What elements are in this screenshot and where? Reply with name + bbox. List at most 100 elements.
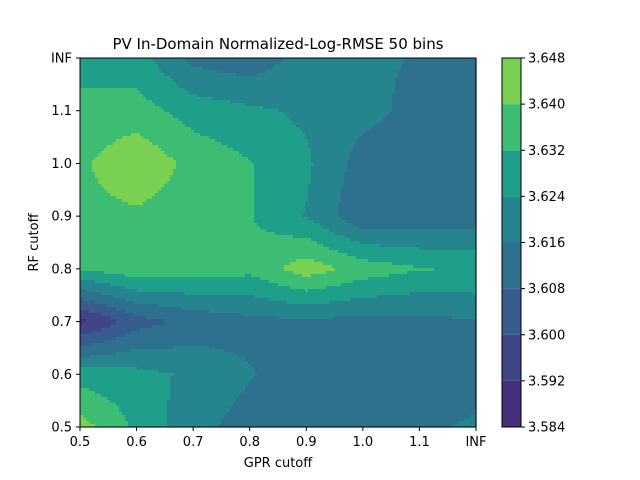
contour-cell (428, 73, 432, 77)
contour-cell (80, 91, 84, 95)
contour-cell (377, 58, 381, 62)
contour-cell (284, 73, 288, 77)
contour-cell (236, 88, 240, 92)
contour-cell (212, 70, 216, 74)
contour-cell (299, 79, 303, 83)
contour-cell (314, 73, 318, 77)
contour-cell (176, 64, 180, 68)
contour-cell (428, 67, 432, 71)
contour-cell (119, 73, 123, 77)
contour-cell (308, 73, 312, 77)
contour-cell (209, 82, 213, 86)
contour-cell (128, 85, 132, 89)
contour-cell (164, 70, 168, 74)
contour-cell (242, 82, 246, 86)
contour-cell (104, 85, 108, 89)
contour-cell (128, 76, 132, 80)
contour-cell (473, 79, 477, 83)
contour-cell (275, 61, 279, 65)
contour-cell (389, 70, 393, 74)
contour-cell (239, 70, 243, 74)
contour-cell (374, 76, 378, 80)
contour-cell (398, 67, 402, 71)
contour-cell (164, 73, 168, 77)
contour-cell (152, 85, 156, 89)
contour-cell (419, 61, 423, 65)
contour-cell (101, 73, 105, 77)
contour-cell (257, 61, 261, 65)
contour-cell (137, 67, 141, 71)
contour-cell (398, 64, 402, 68)
contour-cell (326, 64, 330, 68)
contour-cell (455, 82, 459, 86)
contour-cell (131, 88, 135, 92)
contour-cell (260, 73, 264, 77)
contour-cell (290, 61, 294, 65)
contour-cell (269, 82, 273, 86)
contour-cell (422, 79, 426, 83)
contour-cell (353, 85, 357, 89)
contour-cell (347, 70, 351, 74)
contour-cell (221, 76, 225, 80)
contour-cell (329, 82, 333, 86)
contour-cell (287, 82, 291, 86)
contour-cell (317, 67, 321, 71)
contour-cell (101, 70, 105, 74)
contour-cell (86, 58, 90, 62)
contour-cell (191, 67, 195, 71)
contour-cell (152, 61, 156, 65)
contour-cell (320, 82, 324, 86)
contour-cell (125, 67, 129, 71)
contour-cell (317, 85, 321, 89)
contour-cell (251, 79, 255, 83)
contour-cell (113, 85, 117, 89)
contour-cell (368, 58, 372, 62)
contour-cell (146, 58, 150, 62)
contour-cell (224, 82, 228, 86)
contour-cell (92, 70, 96, 74)
contour-cell (188, 82, 192, 86)
contour-cell (428, 79, 432, 83)
contour-cell (206, 82, 210, 86)
contour-cell (416, 76, 420, 80)
contour-cell (119, 79, 123, 83)
contour-cell (248, 73, 252, 77)
contour-cell (392, 64, 396, 68)
contour-cell (326, 76, 330, 80)
contour-cell (284, 64, 288, 68)
contour-cell (473, 67, 477, 71)
contour-cell (377, 67, 381, 71)
contour-cell (362, 70, 366, 74)
contour-cell (272, 67, 276, 71)
contour-cell (269, 61, 273, 65)
contour-cell (245, 58, 249, 62)
contour-cell (341, 67, 345, 71)
contour-cell (254, 85, 258, 89)
contour-cell (377, 64, 381, 68)
contour-cell (110, 82, 114, 86)
contour-cell (98, 73, 102, 77)
contour-cell (212, 58, 216, 62)
contour-cell (146, 82, 150, 86)
contour-cell (293, 85, 297, 89)
contour-cell (155, 91, 159, 95)
contour-cell (116, 67, 120, 71)
contour-cell (407, 70, 411, 74)
contour-cell (374, 88, 378, 92)
contour-cell (251, 67, 255, 71)
contour-cell (218, 67, 222, 71)
contour-cell (401, 73, 405, 77)
contour-cell (296, 73, 300, 77)
contour-cell (113, 82, 117, 86)
contour-cell (104, 88, 108, 92)
contour-cell (467, 79, 471, 83)
contour-cell (116, 58, 120, 62)
contour-cell (296, 67, 300, 71)
contour-cell (254, 73, 258, 77)
contour-cell (188, 70, 192, 74)
contour-cell (164, 61, 168, 65)
contour-cell (398, 73, 402, 77)
contour-cell (239, 88, 243, 92)
contour-cell (203, 61, 207, 65)
contour-cell (425, 76, 429, 80)
